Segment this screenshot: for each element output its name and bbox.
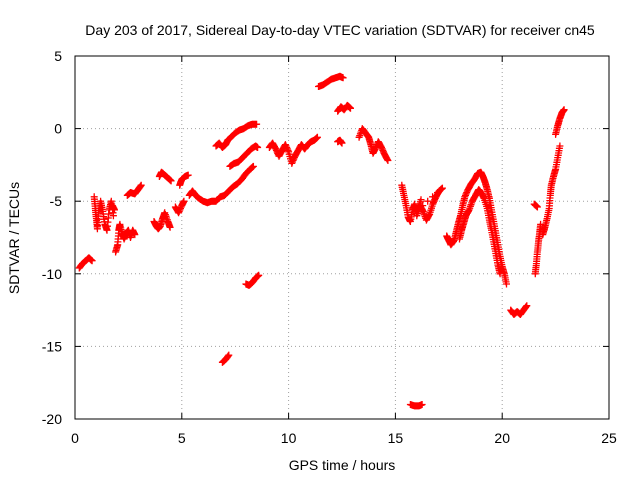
data-point (425, 211, 433, 219)
data-point (184, 171, 192, 179)
data-point (533, 203, 541, 211)
data-point (253, 120, 261, 128)
data-point (347, 104, 354, 112)
data-point (339, 74, 347, 82)
data-point (418, 401, 426, 408)
y-tick-label: 0 (54, 121, 62, 137)
chart-title: Day 203 of 2017, Sidereal Day-to-day VTE… (85, 22, 595, 38)
x-tick-label: 25 (601, 430, 617, 446)
x-axis-label: GPS time / hours (289, 457, 396, 473)
y-tick-label: -20 (42, 411, 62, 427)
data-point (167, 177, 175, 185)
x-tick-label: 0 (71, 430, 79, 446)
data-point (429, 193, 437, 201)
data-point (522, 303, 530, 311)
data-point (417, 196, 425, 204)
data-point (225, 351, 233, 359)
data-point (254, 144, 262, 151)
x-tick-label: 10 (281, 430, 297, 446)
data-point (109, 212, 117, 220)
data-point (88, 257, 96, 265)
grid-lines (75, 56, 609, 419)
y-tick-label: -10 (42, 266, 62, 282)
data-point (429, 199, 437, 207)
data-point (424, 197, 432, 205)
y-tick-label: -5 (50, 193, 63, 209)
x-tick-label: 5 (178, 430, 186, 446)
data-points (75, 72, 568, 410)
data-point (180, 197, 188, 205)
data-point (338, 139, 346, 147)
data-point (137, 181, 145, 189)
x-tick-label: 15 (388, 430, 404, 446)
plot-frame (74, 55, 610, 420)
y-axis-label: SDTVAR / TECUs (6, 182, 22, 294)
y-tick-label: -15 (42, 338, 62, 354)
data-point (111, 206, 118, 214)
data-point (313, 133, 321, 141)
data-point (249, 162, 257, 170)
data-point (496, 270, 504, 278)
axis-ticks: 0 5 10 15 20 25 -20 -15 -10 -5 0 5 (42, 48, 617, 446)
data-point (384, 157, 392, 164)
y-tick-label: 5 (54, 48, 62, 64)
data-point (556, 142, 564, 150)
data-point (434, 189, 441, 196)
data-point (131, 231, 139, 239)
x-tick-label: 20 (494, 430, 510, 446)
data-point (255, 271, 263, 279)
data-point (503, 280, 510, 288)
data-point (523, 302, 531, 310)
data-point (560, 106, 568, 114)
data-point (166, 223, 174, 231)
data-point (438, 184, 446, 192)
